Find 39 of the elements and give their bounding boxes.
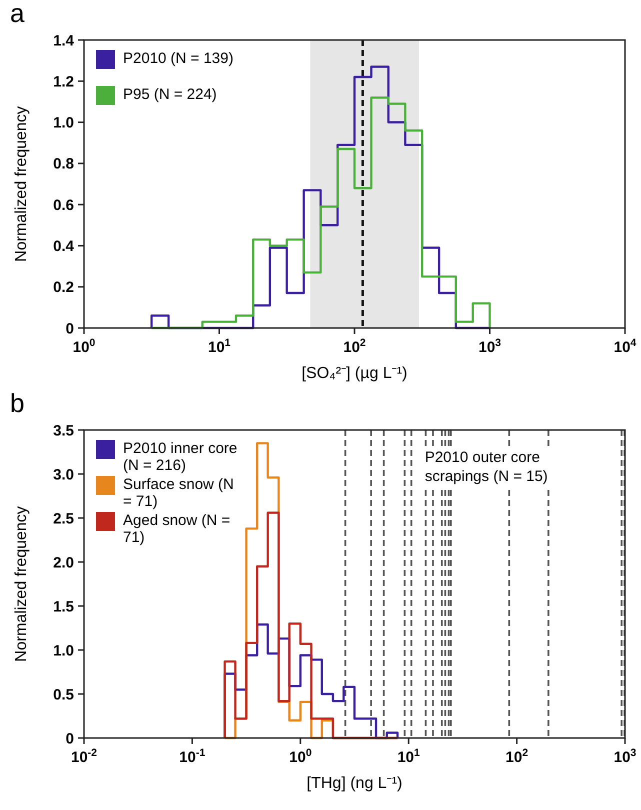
y-tick-label: 0.5 — [53, 686, 74, 704]
x-tick-label: 10$^{3}$ — [478, 337, 502, 356]
y-axis-title: Normalized frequency — [13, 506, 30, 662]
x-tick-label: 10$^{3}$ — [614, 747, 636, 766]
y-tick-label: 0 — [66, 320, 74, 338]
legend-label: P2010 (N = 139) — [123, 50, 234, 67]
y-tick-label: 0.6 — [53, 196, 74, 214]
x-tick-label: 10$^{-1}$ — [179, 747, 206, 766]
y-tick-label: 1.0 — [53, 114, 74, 132]
y-tick-label: 1.0 — [53, 642, 74, 660]
legend-label: P95 (N = 224) — [123, 86, 217, 103]
chart-title: b — [10, 388, 24, 418]
legend-label: Aged snow (N = 71) — [123, 512, 230, 546]
x-tick-label: 10$^{1}$ — [208, 337, 231, 356]
y-tick-label: 0 — [66, 730, 74, 748]
y-tick-label: 0.2 — [53, 279, 74, 296]
y-tick-label: 1.2 — [53, 73, 74, 90]
y-tick-label: 0.8 — [53, 156, 74, 173]
x-tick-label: 10$^{4}$ — [614, 337, 636, 356]
x-tick-label: 10$^{-2}$ — [70, 747, 98, 766]
y-tick-label: 1.4 — [53, 32, 75, 50]
chart-title: a — [10, 0, 25, 28]
y-tick-label: 2.5 — [53, 510, 74, 528]
x-axis-title: [THg] (ng L⁻¹) — [306, 775, 402, 792]
x-tick-label: 10$^{2}$ — [506, 747, 528, 766]
x-tick-label: 10$^{1}$ — [397, 747, 420, 766]
annotation: P2010 outer core scrapings (N = 15) — [424, 449, 548, 485]
y-tick-label: 3.0 — [53, 466, 74, 484]
x-tick-label: 10$^{2}$ — [343, 337, 366, 356]
y-axis-title: Normalized frequency — [13, 106, 30, 262]
y-tick-label: 2.0 — [53, 554, 74, 572]
legend-label: Surface snow (N = 71) — [123, 476, 234, 510]
y-tick-label: 3.5 — [53, 422, 74, 440]
x-tick-label: 10$^{0}$ — [72, 337, 96, 356]
y-tick-label: 1.5 — [53, 598, 74, 616]
x-axis-title: [SO₄²⁻] (µg L⁻¹) — [302, 365, 408, 382]
x-tick-label: 10$^{0}$ — [289, 747, 312, 766]
legend-label: P2010 inner core (N = 216) — [123, 440, 238, 474]
y-tick-label: 0.4 — [53, 238, 75, 255]
